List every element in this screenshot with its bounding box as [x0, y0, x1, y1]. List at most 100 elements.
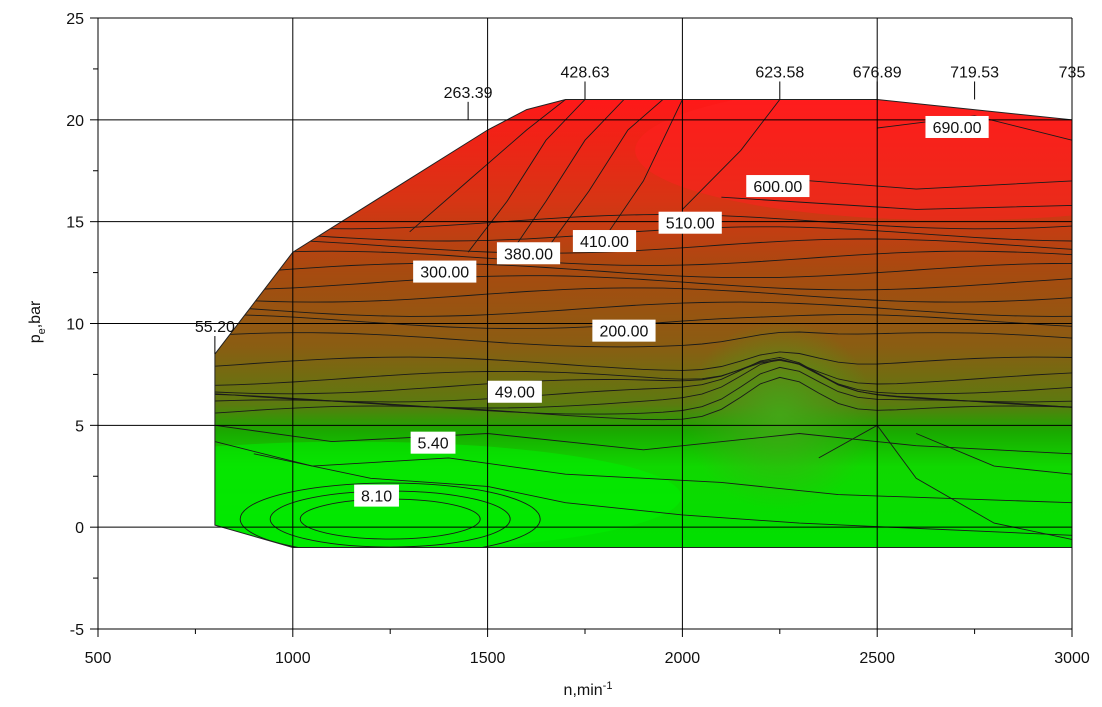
contour-label-text: 300.00: [420, 265, 469, 282]
contour-label-bg: [496, 242, 561, 265]
x-axis-title: n,min-1: [564, 680, 613, 699]
contour-label-text: 8.10: [361, 489, 392, 506]
contour-label-bg: [413, 260, 477, 283]
contour-line: [214, 275, 1072, 291]
contour-loop: [239, 482, 541, 548]
edge-label-text: 623.58: [755, 64, 804, 81]
edge-label: 623.58: [755, 64, 804, 100]
contour-line: [214, 214, 1072, 230]
contour-line: [214, 226, 1072, 242]
contour-line: [214, 358, 1072, 409]
contour-line: [253, 453, 1072, 536]
contour-label-text: 49.00: [495, 385, 535, 402]
contour-value-label: 300.00: [413, 260, 477, 283]
edge-label: 735: [1059, 64, 1086, 100]
contour-line: [214, 331, 1072, 348]
contour-field: [214, 99, 1072, 548]
contour-line: [214, 366, 1072, 415]
edge-label-text: 263.39: [444, 85, 493, 102]
contour-value-label: 380.00: [496, 242, 561, 265]
y-tick-label: 0: [75, 520, 84, 537]
contour-label-bg: [572, 230, 637, 253]
edge-label-text: 719.53: [950, 64, 999, 81]
contour-value-label: 510.00: [658, 211, 722, 234]
x-tick-label: 500: [85, 650, 112, 667]
y-axis-title-rest: ,bar: [27, 300, 44, 328]
contour-label-text: 5.40: [417, 436, 448, 453]
contour-labels: 690.00 600.00 510.00 410.00 380.00 300.00 200.…: [354, 115, 989, 507]
contour-label-text: 200.00: [599, 324, 648, 341]
x-tick-label: 3000: [1054, 650, 1090, 667]
edge-label-text: 676.89: [853, 64, 902, 81]
contour-line: [214, 358, 1072, 395]
y-axis-title-subscript: e: [36, 328, 48, 334]
contour-label-bg: [354, 484, 399, 507]
mid-green-hump: [684, 320, 875, 511]
contour-label-bg: [410, 431, 456, 454]
contour-value-label: 49.00: [487, 380, 542, 403]
edge-label: 719.53: [950, 64, 999, 100]
contour-line: [214, 262, 1072, 279]
y-tick-label: 20: [66, 113, 84, 130]
y-tick-label: 15: [66, 215, 84, 232]
contour-line: [604, 99, 683, 239]
x-tick-label: 2000: [665, 650, 701, 667]
contour-label-text: 690.00: [933, 120, 982, 137]
contour-label-bg: [487, 380, 542, 403]
y-tick-label: 10: [66, 317, 84, 334]
contour-line: [214, 287, 1072, 303]
x-axis-title-main: n,min: [564, 682, 603, 699]
field-boundary: [214, 99, 1073, 548]
contour-label-text: 380.00: [504, 246, 553, 263]
contour-line: [877, 115, 1072, 141]
contour-line: [214, 351, 1072, 371]
edge-label-text: 735: [1059, 64, 1086, 81]
contour-line: [214, 359, 1072, 386]
edge-label: 676.89: [853, 64, 902, 100]
contour-value-label: 5.40: [410, 431, 456, 454]
y-axis-title: pe,bar: [27, 300, 48, 343]
contour-label-bg: [658, 211, 722, 234]
contour-label-text: 510.00: [666, 216, 715, 233]
contour-line: [409, 99, 566, 233]
edge-label-text: 55.20: [195, 319, 235, 336]
edge-label: 428.63: [561, 64, 610, 100]
y-tick-label: 5: [75, 418, 84, 435]
contour-line: [214, 250, 1072, 266]
contour-value-label: 690.00: [925, 115, 989, 138]
contour-value-label: 200.00: [592, 319, 656, 342]
axes: 500 1000 1500 2000 2500 3000 -5 0 5 10 15 20 25: [66, 11, 1090, 667]
contour-label-bg: [925, 115, 989, 138]
contour-line: [916, 433, 1072, 475]
edge-labels: 55.20 263.39 428.63 623.58 676.89 719.53 735: [195, 64, 1086, 355]
contour-line: [721, 196, 1072, 210]
y-tick-label: 25: [66, 11, 84, 28]
edge-label-text: 428.63: [561, 64, 610, 81]
contour-label-text: 600.00: [753, 179, 802, 196]
contour-line: [214, 238, 1072, 254]
contour-label-bg: [746, 175, 810, 198]
contour-value-label: 600.00: [746, 175, 810, 198]
contour-label-bg: [592, 319, 656, 342]
low-bsfc-green-zone: [214, 441, 682, 548]
y-axis-title-main: p: [27, 334, 44, 343]
edge-label: 55.20: [195, 319, 235, 355]
contour-value-label: 8.10: [354, 484, 399, 507]
contour-line: [545, 99, 664, 251]
contour-line: [214, 376, 1072, 421]
contour-line: [760, 176, 1072, 190]
edge-label: 263.39: [444, 85, 493, 120]
x-tick-label: 1000: [275, 650, 311, 667]
contour-line: [682, 99, 781, 210]
contour-line: [214, 424, 1072, 455]
contour-label-text: 410.00: [580, 234, 629, 251]
x-axis-title-exponent: -1: [603, 680, 613, 692]
x-tick-label: 2500: [859, 650, 895, 667]
contour-line: [214, 301, 1072, 317]
contour-line: [818, 424, 1072, 540]
contour-value-label: 410.00: [572, 230, 637, 253]
y-tick-label: -5: [70, 622, 84, 639]
x-tick-label: 1500: [470, 650, 506, 667]
contour-line: [214, 356, 1072, 403]
